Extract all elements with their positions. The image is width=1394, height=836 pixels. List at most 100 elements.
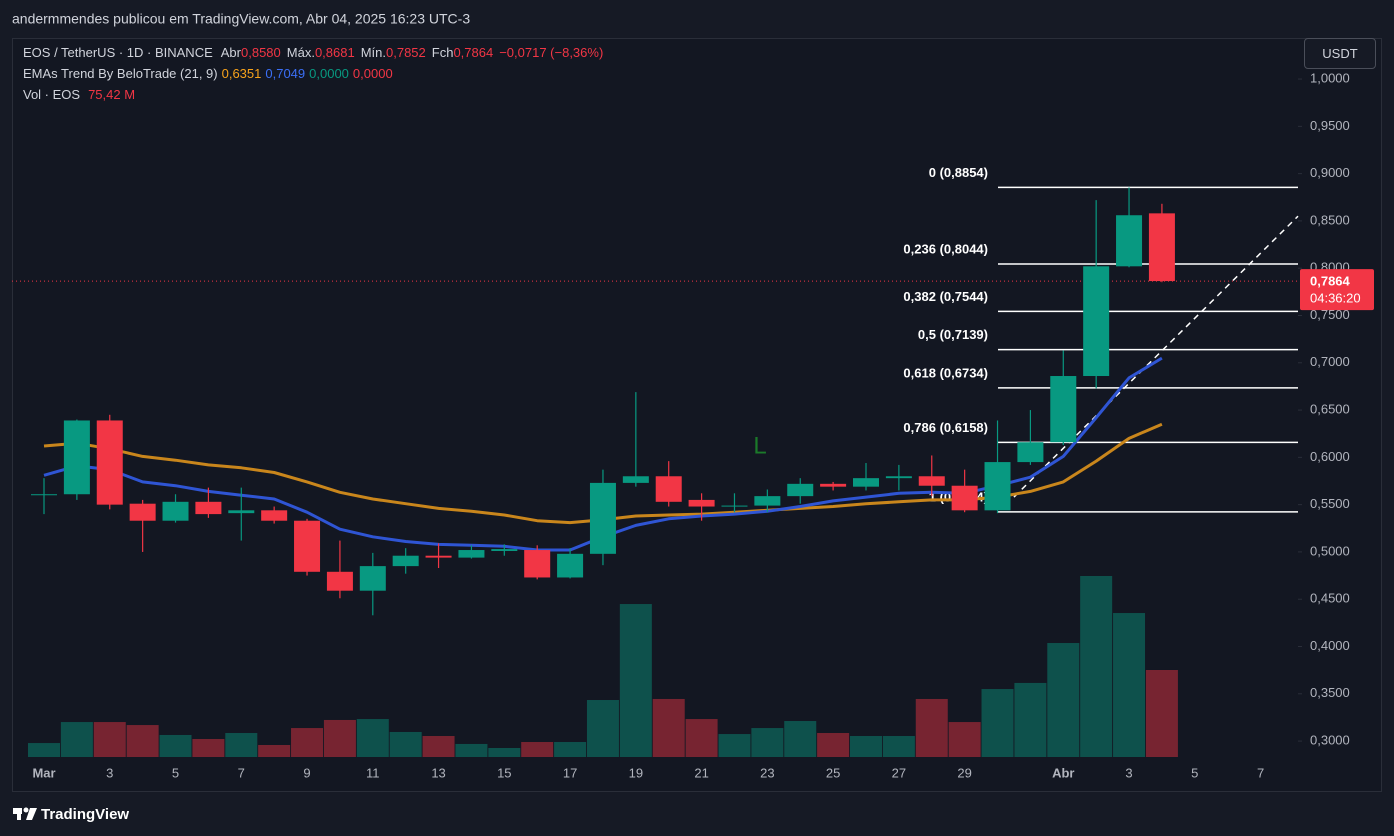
candle-body [820,483,847,487]
volume-bar [1014,682,1047,757]
candle-body [425,555,452,558]
ohlc-label: Máx. [286,45,315,60]
volume-bar [192,739,225,757]
candle-body [491,549,518,551]
indicator-legend: EMAs Trend By BeloTrade (21, 9) 0,6351 0,… [23,66,397,81]
candle-body [458,550,485,558]
x-tick-label: Abr [1052,765,1074,780]
indicator-value: 0,6351 [221,66,262,81]
y-tick-label: 1,0000 [1310,70,1350,85]
volume-bar [159,734,192,757]
ohlc-label: Fch [431,45,454,60]
candle-body [524,550,551,578]
volume-bar [93,722,126,757]
currency-button[interactable]: USDT [1304,38,1376,69]
y-tick-label: 0,7500 [1310,307,1350,322]
y-tick-label: 0,6500 [1310,402,1350,417]
volume-bar [1145,669,1178,757]
volume-title: Vol · EOS [23,87,81,102]
candle-body [392,555,419,567]
volume-bar [751,728,784,757]
y-tick-label: 0,6000 [1310,449,1350,464]
candle-body [31,494,57,496]
ohlc-label: Abr [220,45,241,60]
volume-bar [1080,576,1113,757]
y-tick-label: 0,9500 [1310,118,1350,133]
volume-bar [718,734,751,757]
candle-body [721,505,748,507]
x-tick-label: 23 [760,765,774,780]
indicator-value: 0,7049 [265,66,306,81]
candle-body [1083,266,1110,377]
volume-value: 75,42 M [88,87,136,102]
x-tick-label: 5 [172,765,179,780]
volume-bar [554,742,587,757]
brand: TradingView [41,806,129,823]
candle-body [129,503,156,521]
y-tick-label: 0,9000 [1310,165,1350,180]
header-text: andermmendes publicou em TradingView.com… [12,11,470,27]
volume-bar [586,700,619,757]
candle-body [589,482,616,554]
indicator-title: EMAs Trend By BeloTrade (21, 9) [23,66,218,81]
fib-label: 0,786 (0,6158) [903,420,988,435]
x-tick-label: 7 [1257,765,1264,780]
y-tick-label: 0,5500 [1310,496,1350,511]
fib-label: 0,382 (0,7544) [903,289,988,304]
candle-body [557,553,584,578]
volume-bar [28,743,60,757]
x-tick-label: 25 [826,765,840,780]
candle-body [1050,376,1077,443]
ohlc-value: 0,7864 [453,45,494,60]
volume-bar [784,721,817,757]
x-tick-label: 21 [694,765,708,780]
candle-body [228,510,255,514]
logo-shape [17,808,21,820]
candle-body [918,476,945,486]
y-tick-label: 0,8500 [1310,212,1350,227]
x-tick-label: 3 [1125,765,1132,780]
fib-label: 0,618 (0,6734) [903,365,988,380]
volume-legend: Vol · EOS 75,42 M [23,87,139,102]
x-axis: Mar 3 5 7 9 11 13 15 17 19 21 23 25 27 29 Abr 3 5 7 [32,765,1264,780]
candle-body [655,476,682,502]
volume-bar [455,743,488,757]
candle-body [754,496,781,506]
price-tag: 0,7864 04:36:20 [1300,269,1374,311]
volume-bar [389,731,422,757]
price-tag-box [1300,269,1374,311]
x-tick-label: 17 [563,765,577,780]
tradingview-logo: TradingView [13,806,129,823]
volume-bar [356,719,389,757]
y-tick-label: 0,4500 [1310,591,1350,606]
fib-label: 0,5 (0,7139) [918,327,988,342]
indicator-value: 0,0000 [352,66,393,81]
fib-label: 0,236 (0,8044) [903,241,988,256]
x-tick-label: Mar [32,765,55,780]
fib-label: 0 (0,8854) [929,165,988,180]
candle-body [853,478,879,487]
candle-body [1148,213,1175,282]
volume-bar [652,698,685,757]
candle-body [1017,442,1044,463]
candle-body [63,420,90,495]
indicator-value: 0,0000 [309,66,349,81]
candle-body [951,485,978,511]
candle-body [261,510,288,521]
candle-body [688,499,715,507]
volume-bar [1047,643,1080,757]
annotation: L [753,432,766,459]
price-tag-countdown: 04:36:20 [1310,291,1361,306]
volume-bar [1113,613,1146,757]
change-value: −0,0717 (−8,36%) [499,45,604,60]
y-tick-label: 0,5000 [1310,543,1350,558]
volume-bar [422,736,455,757]
x-tick-label: 19 [629,765,643,780]
candle-body [294,520,321,572]
x-tick-label: 29 [957,765,971,780]
volume-bar [948,722,981,757]
x-tick-label: 13 [431,765,445,780]
candle-body [162,501,189,521]
